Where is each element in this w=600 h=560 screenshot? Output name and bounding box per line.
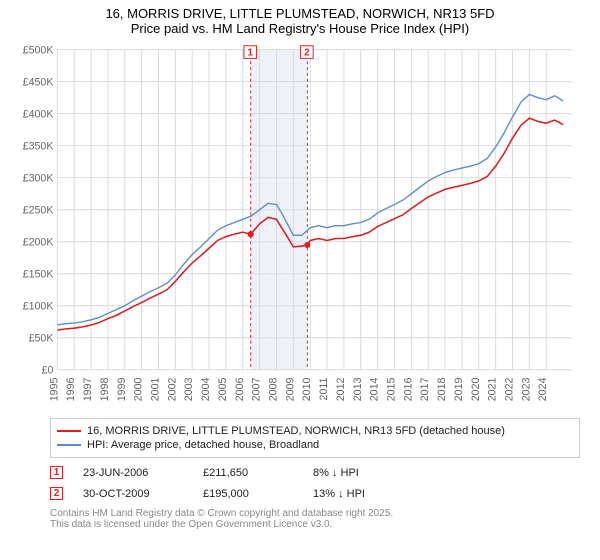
svg-text:2000: 2000 — [133, 377, 145, 401]
sale-index-marker: 2 — [50, 487, 63, 500]
svg-text:2009: 2009 — [284, 377, 296, 401]
svg-text:£300K: £300K — [23, 173, 54, 185]
svg-text:2023: 2023 — [520, 377, 532, 401]
svg-text:2011: 2011 — [318, 377, 330, 400]
svg-text:2005: 2005 — [217, 377, 229, 401]
attribution-line2: This data is licensed under the Open Gov… — [50, 519, 580, 530]
svg-text:2012: 2012 — [335, 377, 347, 401]
sale-row: 1 23-JUN-2006 £211,650 8% ↓ HPI — [50, 466, 580, 479]
svg-text:£150K: £150K — [23, 269, 54, 281]
legend-swatch — [57, 444, 81, 446]
sale-vs-hpi: 8% ↓ HPI — [313, 467, 359, 479]
svg-text:2022: 2022 — [504, 377, 516, 401]
svg-text:1997: 1997 — [82, 377, 94, 401]
svg-text:2024: 2024 — [537, 377, 549, 401]
chart-svg: 1 2 £0 £50K £100K £150K £200K £250K £300K £350K £4… — [6, 38, 586, 428]
svg-text:2004: 2004 — [200, 377, 212, 401]
svg-text:2007: 2007 — [251, 377, 263, 401]
plot-area: 12£0£50K£100K£150K£200K£250K£300K£350K£4… — [50, 50, 580, 410]
title-line1: 16, MORRIS DRIVE, LITTLE PLUMSTEAD, NORW… — [0, 6, 600, 21]
svg-text:£500K: £500K — [23, 45, 54, 57]
sale-index-marker: 1 — [50, 466, 63, 479]
svg-text:£250K: £250K — [23, 205, 54, 217]
svg-text:£100K: £100K — [23, 301, 54, 313]
sales-list: 1 23-JUN-2006 £211,650 8% ↓ HPI 2 30-OCT-2009… — [50, 466, 580, 500]
svg-text:2016: 2016 — [402, 377, 414, 401]
svg-text:£50K: £50K — [29, 333, 54, 345]
attribution-line1: Contains HM Land Registry data © Crown c… — [50, 508, 580, 519]
svg-text:2008: 2008 — [268, 377, 280, 401]
sale-price: £195,000 — [203, 488, 293, 500]
svg-text:2001: 2001 — [149, 377, 161, 401]
legend-row: HPI: Average price, detached house, Broa… — [57, 439, 573, 451]
svg-text:2015: 2015 — [386, 377, 398, 401]
title-line2: Price paid vs. HM Land Registry's House … — [0, 21, 600, 36]
svg-text:1998: 1998 — [99, 377, 111, 401]
legend-swatch — [57, 430, 81, 432]
svg-text:2002: 2002 — [166, 377, 178, 401]
chart-title: 16, MORRIS DRIVE, LITTLE PLUMSTEAD, NORW… — [0, 0, 600, 36]
sale-vs-hpi: 13% ↓ HPI — [313, 488, 365, 500]
sale-date: 23-JUN-2006 — [83, 467, 183, 479]
svg-text:2013: 2013 — [352, 377, 364, 401]
svg-text:2021: 2021 — [487, 377, 499, 401]
svg-text:2006: 2006 — [234, 377, 246, 401]
svg-text:2019: 2019 — [453, 377, 465, 401]
svg-text:£200K: £200K — [23, 237, 54, 249]
svg-text:£400K: £400K — [23, 109, 54, 121]
svg-text:1995: 1995 — [48, 377, 60, 401]
svg-text:1999: 1999 — [116, 377, 128, 401]
svg-text:1996: 1996 — [65, 377, 77, 401]
svg-text:£350K: £350K — [23, 141, 54, 153]
svg-text:£0: £0 — [42, 365, 54, 377]
svg-text:2020: 2020 — [470, 377, 482, 401]
legend-label: 16, MORRIS DRIVE, LITTLE PLUMSTEAD, NORW… — [87, 425, 505, 437]
svg-text:2003: 2003 — [183, 377, 195, 401]
svg-text:1: 1 — [248, 47, 254, 58]
svg-text:2018: 2018 — [436, 377, 448, 401]
svg-text:2: 2 — [304, 47, 309, 58]
svg-text:£450K: £450K — [23, 77, 54, 89]
legend: 16, MORRIS DRIVE, LITTLE PLUMSTEAD, NORW… — [50, 418, 580, 458]
svg-text:2010: 2010 — [301, 377, 313, 401]
sale-price: £211,650 — [203, 467, 293, 479]
sale-date: 30-OCT-2009 — [83, 488, 183, 500]
svg-text:2017: 2017 — [419, 377, 431, 401]
svg-text:2014: 2014 — [369, 377, 381, 401]
legend-label: HPI: Average price, detached house, Broa… — [87, 439, 319, 451]
sale-row: 2 30-OCT-2009 £195,000 13% ↓ HPI — [50, 487, 580, 500]
legend-row: 16, MORRIS DRIVE, LITTLE PLUMSTEAD, NORW… — [57, 425, 573, 437]
